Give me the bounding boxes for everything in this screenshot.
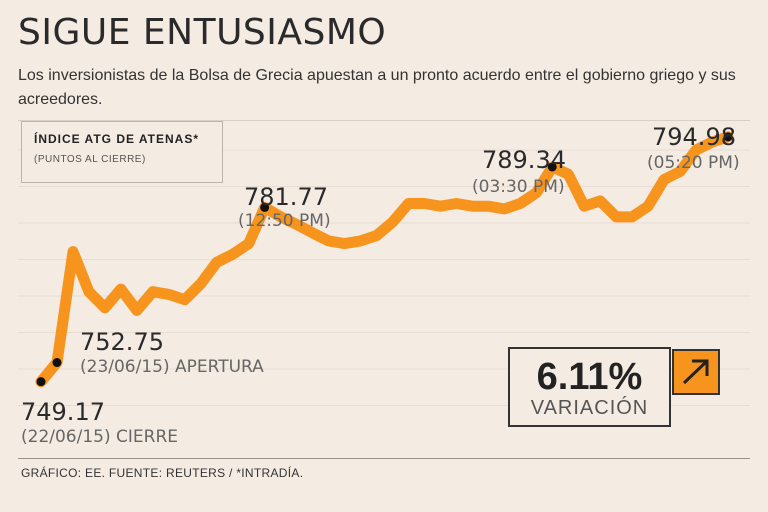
annotation-time-1: (22/06/15) CIERRE	[21, 427, 178, 447]
series-line-atg-index	[35, 131, 734, 388]
annotation-value-2: 752.75	[80, 328, 164, 356]
data-point-marker-2	[52, 358, 62, 368]
annotation-labels: 749.17 (22/06/15) CIERRE 752.75 (23/06/1…	[21, 123, 740, 447]
top-divider	[18, 120, 750, 121]
annotation-value-1: 749.17	[21, 398, 105, 426]
footer-source: GRÁFICO: EE. FUENTE: REUTERS / *INTRADÍA…	[21, 466, 304, 480]
legend-box: ÍNDICE ATG DE ATENAS* (PUNTOS AL CIERRE)	[21, 121, 223, 183]
annotation-value-3: 781.77	[244, 183, 328, 211]
legend-subtitle: (PUNTOS AL CIERRE)	[34, 154, 146, 165]
variation-label: VARIACIÓN	[530, 397, 649, 419]
data-point-marker-1	[36, 377, 46, 387]
highlight-markers	[36, 132, 733, 387]
arrow-up-right-icon	[672, 349, 720, 395]
annotation-time-5: (05:20 PM)	[647, 153, 740, 173]
annotation-value-5: 794.98	[652, 123, 736, 151]
data-point-marker-4	[547, 162, 557, 172]
data-point-marker-5	[723, 132, 733, 142]
annotation-time-4: (03:30 PM)	[472, 177, 565, 197]
chart-title: SIGUE ENTUSIASMO	[18, 12, 387, 53]
variation-box: 6.11% VARIACIÓN	[508, 347, 671, 427]
legend-title: ÍNDICE ATG DE ATENAS*	[34, 132, 200, 146]
annotation-time-3: (12:50 PM)	[238, 211, 331, 231]
variation-percent: 6.11%	[536, 356, 643, 398]
data-point-marker-3	[260, 202, 270, 212]
annotation-value-4: 789.34	[482, 146, 566, 174]
chart-subtitle: Los inversionistas de la Bolsa de Grecia…	[18, 67, 736, 108]
annotation-time-2: (23/06/15) APERTURA	[80, 357, 264, 377]
bottom-divider	[18, 458, 750, 459]
